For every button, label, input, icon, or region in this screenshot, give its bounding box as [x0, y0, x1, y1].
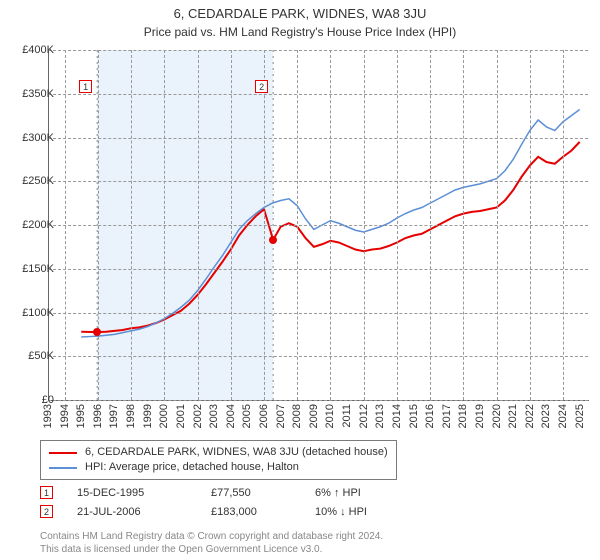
chart-title: 6, CEDARDALE PARK, WIDNES, WA8 3JU	[0, 0, 600, 21]
x-axis-tick: 2001	[175, 404, 187, 428]
y-axis-tick: £300K	[9, 132, 54, 144]
gridline-v	[530, 50, 531, 400]
x-axis-tick: 2015	[408, 404, 420, 428]
gridline-v	[563, 50, 564, 400]
gridline-h	[48, 181, 588, 182]
y-axis-tick: £150K	[9, 263, 54, 275]
x-axis-tick: 2012	[358, 404, 370, 428]
y-axis-tick: £350K	[9, 88, 54, 100]
marker-dot-icon	[93, 328, 101, 336]
x-axis-tick: 2011	[341, 404, 353, 428]
gridline-v	[430, 50, 431, 400]
x-axis-tick: 2006	[258, 404, 270, 428]
marker-label-box: 1	[79, 80, 92, 93]
gridline-v	[463, 50, 464, 400]
x-axis-tick: 2003	[208, 404, 220, 428]
transaction-date: 15-DEC-1995	[77, 487, 187, 499]
transaction-marker-icon: 2	[40, 505, 53, 518]
x-axis-tick: 2024	[557, 404, 569, 428]
x-axis-tick: 2004	[225, 404, 237, 428]
x-axis-tick: 2010	[324, 404, 336, 428]
x-axis-tick: 2016	[424, 404, 436, 428]
marker-dot-icon	[269, 236, 277, 244]
x-axis-tick: 1993	[42, 404, 54, 428]
legend-label: HPI: Average price, detached house, Halt…	[85, 460, 299, 475]
gridline-v	[65, 50, 66, 400]
gridline-h	[48, 94, 588, 95]
gridline-v	[330, 50, 331, 400]
gridline-v	[164, 50, 165, 400]
x-axis-tick: 1994	[59, 404, 71, 428]
gridline-v	[198, 50, 199, 400]
legend-box: 6, CEDARDALE PARK, WIDNES, WA8 3JU (deta…	[40, 440, 397, 480]
gridline-h	[48, 138, 588, 139]
legend-swatch	[49, 452, 77, 454]
x-axis-tick: 2019	[474, 404, 486, 428]
gridline-v	[231, 50, 232, 400]
transaction-row: 2 21-JUL-2006 £183,000 10% ↓ HPI	[40, 505, 580, 518]
x-axis-tick: 2008	[291, 404, 303, 428]
legend-item: HPI: Average price, detached house, Halt…	[49, 460, 388, 475]
chart-container: 6, CEDARDALE PARK, WIDNES, WA8 3JU Price…	[0, 0, 600, 560]
gridline-v	[397, 50, 398, 400]
transaction-row: 1 15-DEC-1995 £77,550 6% ↑ HPI	[40, 486, 580, 499]
gridline-h	[48, 313, 588, 314]
transaction-price: £183,000	[211, 506, 291, 518]
marker-label-box: 2	[255, 80, 268, 93]
chart-subtitle: Price paid vs. HM Land Registry's House …	[0, 21, 600, 39]
x-axis-tick: 2025	[574, 404, 586, 428]
transaction-marker-icon: 1	[40, 486, 53, 499]
x-axis-tick: 2017	[441, 404, 453, 428]
gridline-h	[48, 225, 588, 226]
x-axis-tick: 1997	[108, 404, 120, 428]
x-axis-tick: 2021	[507, 404, 519, 428]
gridline-v	[131, 50, 132, 400]
legend-area: 6, CEDARDALE PARK, WIDNES, WA8 3JU (deta…	[40, 440, 580, 518]
x-axis-tick: 2022	[524, 404, 536, 428]
chart-plot-area: 12	[48, 50, 588, 400]
gridline-v	[264, 50, 265, 400]
gridline-h	[48, 50, 588, 51]
legend-item: 6, CEDARDALE PARK, WIDNES, WA8 3JU (deta…	[49, 445, 388, 460]
x-axis-tick: 2005	[241, 404, 253, 428]
x-axis-tick: 2007	[275, 404, 287, 428]
gridline-v	[98, 50, 99, 400]
x-axis-tick: 2002	[192, 404, 204, 428]
gridline-h	[48, 356, 588, 357]
y-axis-tick: £250K	[9, 175, 54, 187]
gridline-v	[297, 50, 298, 400]
y-axis-tick: £200K	[9, 219, 54, 231]
y-axis-tick: £400K	[9, 44, 54, 56]
x-axis-tick: 2023	[540, 404, 552, 428]
gridline-h	[48, 400, 588, 401]
footer-attribution: Contains HM Land Registry data © Crown c…	[40, 530, 383, 556]
y-axis-tick: £100K	[9, 307, 54, 319]
transaction-hpi: 10% ↓ HPI	[315, 506, 425, 518]
gridline-v	[364, 50, 365, 400]
gridline-v	[497, 50, 498, 400]
x-axis-tick: 2020	[491, 404, 503, 428]
x-axis-tick: 1998	[125, 404, 137, 428]
y-axis-tick: £50K	[9, 350, 54, 362]
transaction-price: £77,550	[211, 487, 291, 499]
transaction-date: 21-JUL-2006	[77, 506, 187, 518]
x-axis-tick: 1999	[142, 404, 154, 428]
x-axis-tick: 2000	[158, 404, 170, 428]
x-axis-tick: 2014	[391, 404, 403, 428]
legend-label: 6, CEDARDALE PARK, WIDNES, WA8 3JU (deta…	[85, 445, 388, 460]
transaction-hpi: 6% ↑ HPI	[315, 487, 425, 499]
x-axis-tick: 2013	[374, 404, 386, 428]
x-axis-tick: 1995	[75, 404, 87, 428]
x-axis-tick: 1996	[92, 404, 104, 428]
footer-line: This data is licensed under the Open Gov…	[40, 543, 383, 556]
gridline-h	[48, 269, 588, 270]
x-axis-tick: 2018	[457, 404, 469, 428]
legend-swatch	[49, 467, 77, 469]
footer-line: Contains HM Land Registry data © Crown c…	[40, 530, 383, 543]
x-axis-tick: 2009	[308, 404, 320, 428]
